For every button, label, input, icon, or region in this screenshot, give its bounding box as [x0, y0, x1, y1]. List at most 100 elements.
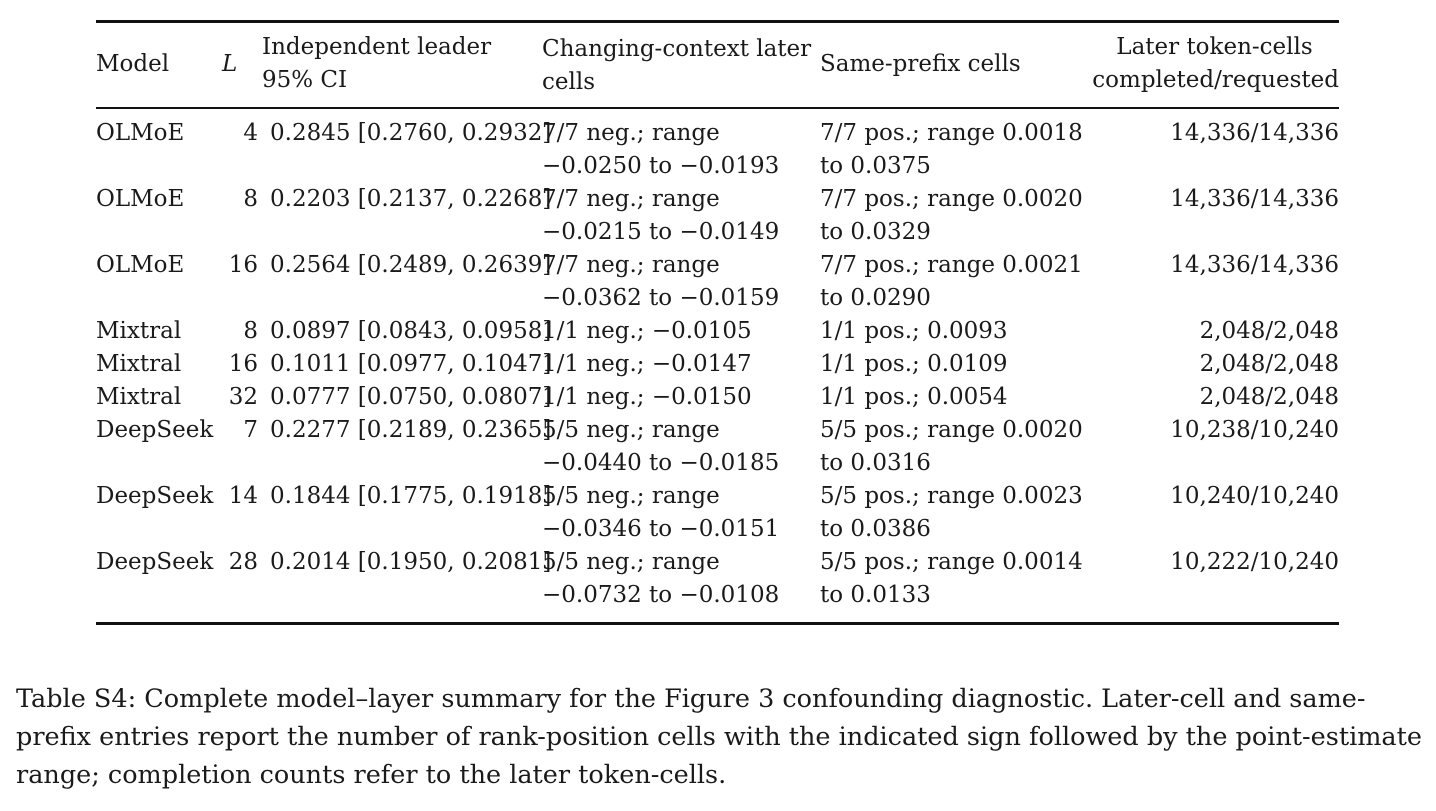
- cell-count: 2,048/2,048: [1199, 318, 1339, 344]
- cell-changing-line1: 5/5 neg.; range: [542, 483, 720, 509]
- cell-layer: 28: [228, 549, 258, 575]
- cell-same: 5/5 pos.; range 0.0020 to 0.0316: [820, 414, 1090, 480]
- cell-same: 5/5 pos.; range 0.0014 to 0.0133: [820, 546, 1090, 624]
- cell-same-line1: 5/5 pos.; range 0.0020: [820, 417, 1083, 443]
- cell-count: 14,336/14,336: [1170, 120, 1339, 146]
- cell-count: 14,336/14,336: [1170, 186, 1339, 212]
- cell-same: 1/1 pos.; 0.0054: [820, 384, 1008, 410]
- cell-count: 14,336/14,336: [1170, 252, 1339, 278]
- cell-changing: 1/1 neg.; −0.0105: [542, 318, 752, 344]
- cell-changing: 7/7 neg.; range −0.0362 to −0.0159: [542, 249, 820, 315]
- cell-count: 10,222/10,240: [1170, 549, 1339, 575]
- table-row: DeepSeek 14 0.1844 [0.1775, 0.1918] 5/5 …: [96, 480, 1339, 546]
- cell-model: Mixtral: [96, 318, 182, 344]
- model-layer-summary-table: Model L Independent leader 95% CI Changi…: [96, 20, 1339, 625]
- cell-same-line2: to 0.0316: [820, 450, 931, 476]
- header-same-prefix: Same-prefix cells: [820, 50, 1021, 77]
- header-layer: L: [222, 50, 238, 77]
- cell-changing: 1/1 neg.; −0.0150: [542, 384, 752, 410]
- table-row: DeepSeek 28 0.2014 [0.1950, 0.2081] 5/5 …: [96, 546, 1339, 624]
- cell-changing: 5/5 neg.; range −0.0346 to −0.0151: [542, 480, 820, 546]
- table-caption: Table S4: Complete model–layer summary f…: [16, 684, 1422, 790]
- cell-ci: 0.0897 [0.0843, 0.0958]: [270, 318, 552, 344]
- cell-same: 1/1 pos.; 0.0093: [820, 318, 1008, 344]
- header-completed: Later token-cells completed/requested: [1090, 22, 1339, 109]
- header-ci-line2: 95% CI: [262, 67, 348, 93]
- table-row: Mixtral 16 0.1011 [0.0977, 0.1047] 1/1 n…: [96, 348, 1339, 381]
- cell-same: 7/7 pos.; range 0.0021 to 0.0290: [820, 249, 1090, 315]
- cell-ci: 0.2203 [0.2137, 0.2268]: [270, 186, 552, 212]
- cell-layer: 14: [228, 483, 258, 509]
- header-count-line1: Later token-cells: [1116, 34, 1313, 60]
- cell-same-line1: 7/7 pos.; range 0.0021: [820, 252, 1083, 278]
- cell-count: 2,048/2,048: [1199, 351, 1339, 377]
- header-model: Model: [96, 50, 170, 77]
- cell-layer: 16: [228, 252, 258, 278]
- cell-same-line2: to 0.0133: [820, 582, 931, 608]
- cell-changing-line1: 7/7 neg.; range: [542, 252, 720, 278]
- cell-changing-line1: 7/7 neg.; range: [542, 120, 720, 146]
- header-changing-line1: Changing-context later: [542, 36, 812, 62]
- cell-ci: 0.1011 [0.0977, 0.1047]: [270, 351, 552, 377]
- cell-changing-line2: −0.0250 to −0.0193: [542, 153, 780, 179]
- cell-ci: 0.2564 [0.2489, 0.2639]: [270, 252, 552, 278]
- table-header: Model L Independent leader 95% CI Changi…: [96, 21, 1339, 109]
- cell-same-line1: 7/7 pos.; range 0.0018: [820, 120, 1083, 146]
- cell-count: 10,240/10,240: [1170, 483, 1339, 509]
- header-ci: Independent leader 95% CI: [262, 22, 542, 109]
- cell-model: Mixtral: [96, 351, 182, 377]
- cell-changing-line2: −0.0346 to −0.0151: [542, 516, 780, 542]
- cell-model: OLMoE: [96, 252, 185, 278]
- cell-count: 10,238/10,240: [1170, 417, 1339, 443]
- cell-changing-line1: 5/5 neg.; range: [542, 549, 720, 575]
- cell-ci: 0.2277 [0.2189, 0.2365]: [270, 417, 552, 443]
- header-count-line2: completed/requested: [1092, 67, 1339, 93]
- cell-ci: 0.1844 [0.1775, 0.1918]: [270, 483, 552, 509]
- cell-same: 7/7 pos.; range 0.0020 to 0.0329: [820, 183, 1090, 249]
- summary-table-container: Model L Independent leader 95% CI Changi…: [96, 20, 1339, 625]
- cell-same-line2: to 0.0386: [820, 516, 931, 542]
- header-changing-line2: cells: [542, 69, 596, 95]
- header-changing-context: Changing-context later cells: [542, 22, 820, 109]
- cell-model: OLMoE: [96, 186, 185, 212]
- cell-same: 5/5 pos.; range 0.0023 to 0.0386: [820, 480, 1090, 546]
- cell-changing-line2: −0.0362 to −0.0159: [542, 285, 780, 311]
- cell-model: DeepSeek: [96, 483, 214, 509]
- cell-changing-line1: 7/7 neg.; range: [542, 186, 720, 212]
- cell-layer: 8: [243, 318, 258, 344]
- cell-ci: 0.0777 [0.0750, 0.0807]: [270, 384, 552, 410]
- cell-changing: 5/5 neg.; range −0.0440 to −0.0185: [542, 414, 820, 480]
- cell-layer: 7: [243, 417, 258, 443]
- cell-same: 1/1 pos.; 0.0109: [820, 351, 1008, 377]
- table-body: OLMoE 4 0.2845 [0.2760, 0.2932] 7/7 neg.…: [96, 108, 1339, 624]
- cell-changing-line2: −0.0732 to −0.0108: [542, 582, 780, 608]
- cell-same-line1: 7/7 pos.; range 0.0020: [820, 186, 1083, 212]
- table-row: Mixtral 32 0.0777 [0.0750, 0.0807] 1/1 n…: [96, 381, 1339, 414]
- cell-layer: 4: [243, 120, 258, 146]
- table-row: DeepSeek 7 0.2277 [0.2189, 0.2365] 5/5 n…: [96, 414, 1339, 480]
- cell-changing-line1: 5/5 neg.; range: [542, 417, 720, 443]
- cell-changing: 5/5 neg.; range −0.0732 to −0.0108: [542, 546, 820, 624]
- cell-same-line2: to 0.0375: [820, 153, 931, 179]
- cell-changing: 7/7 neg.; range −0.0250 to −0.0193: [542, 108, 820, 183]
- header-ci-line1: Independent leader: [262, 34, 492, 60]
- cell-model: DeepSeek: [96, 549, 214, 575]
- cell-layer: 16: [228, 351, 258, 377]
- cell-ci: 0.2014 [0.1950, 0.2081]: [270, 549, 552, 575]
- table-row: OLMoE 8 0.2203 [0.2137, 0.2268] 7/7 neg.…: [96, 183, 1339, 249]
- cell-same-line2: to 0.0329: [820, 219, 931, 245]
- table-row: OLMoE 16 0.2564 [0.2489, 0.2639] 7/7 neg…: [96, 249, 1339, 315]
- header-row: Model L Independent leader 95% CI Changi…: [96, 21, 1339, 109]
- cell-changing-line2: −0.0440 to −0.0185: [542, 450, 780, 476]
- cell-same: 7/7 pos.; range 0.0018 to 0.0375: [820, 108, 1090, 183]
- cell-ci: 0.2845 [0.2760, 0.2932]: [270, 120, 552, 146]
- cell-changing-line2: −0.0215 to −0.0149: [542, 219, 780, 245]
- cell-same-line1: 5/5 pos.; range 0.0014: [820, 549, 1083, 575]
- table-row: Mixtral 8 0.0897 [0.0843, 0.0958] 1/1 ne…: [96, 315, 1339, 348]
- cell-model: OLMoE: [96, 120, 185, 146]
- cell-same-line1: 5/5 pos.; range 0.0023: [820, 483, 1083, 509]
- cell-same-line2: to 0.0290: [820, 285, 931, 311]
- cell-count: 2,048/2,048: [1199, 384, 1339, 410]
- cell-model: Mixtral: [96, 384, 182, 410]
- cell-layer: 8: [243, 186, 258, 212]
